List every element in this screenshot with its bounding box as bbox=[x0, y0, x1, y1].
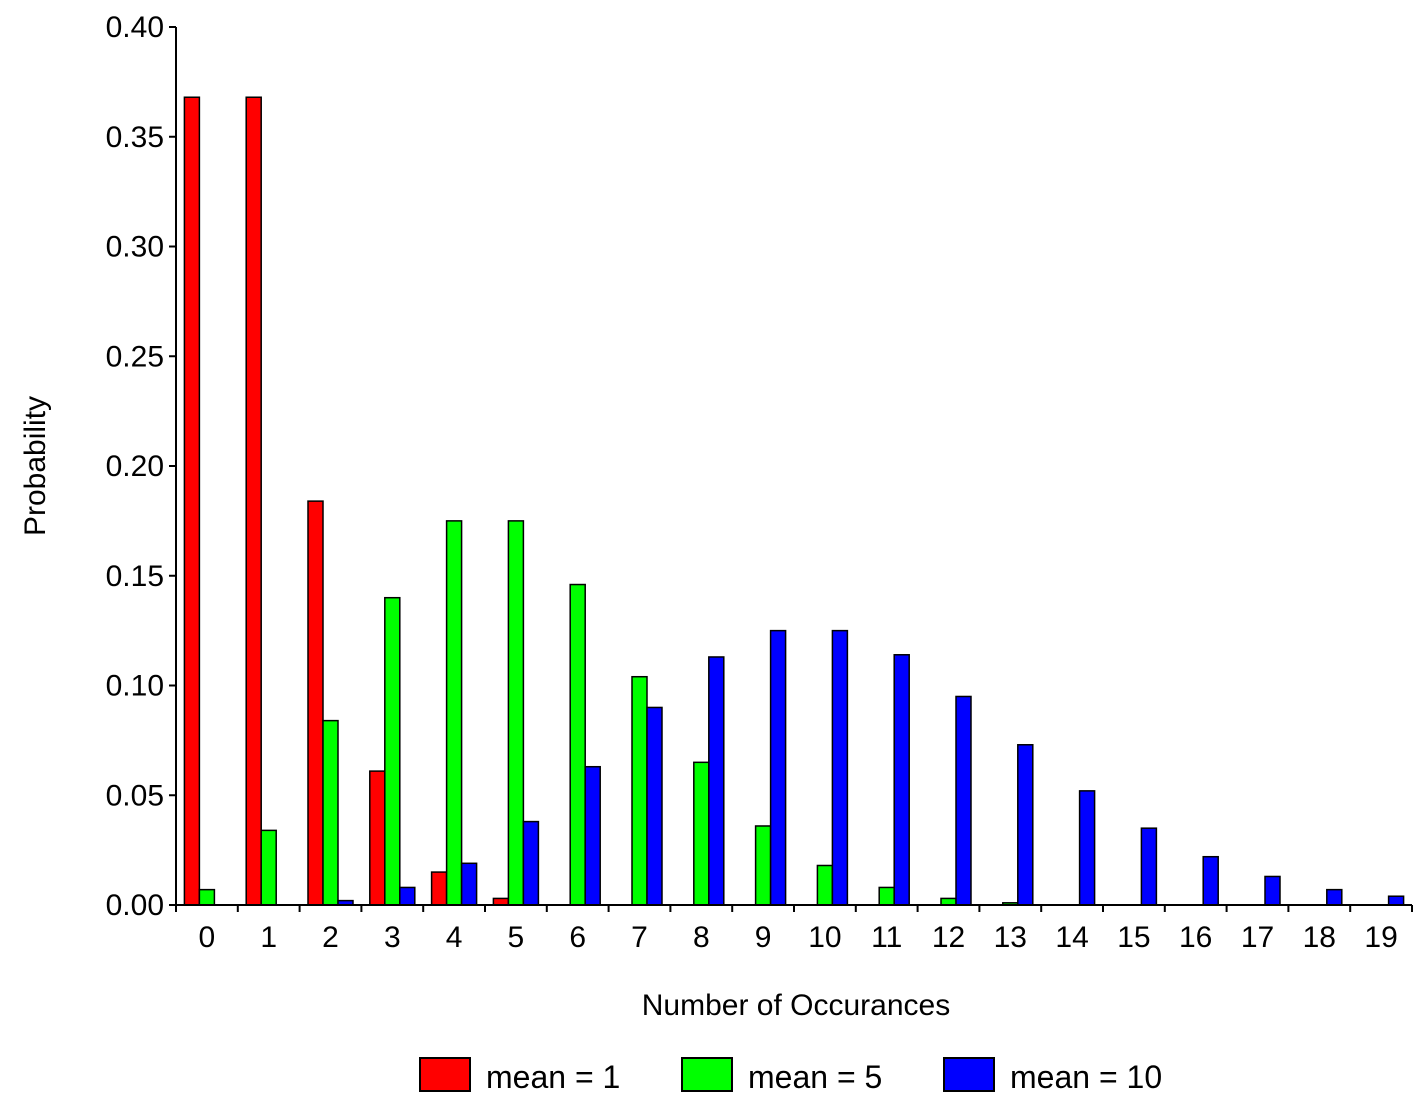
x-tick-label: 0 bbox=[199, 921, 216, 954]
bar bbox=[322, 719, 339, 906]
bar bbox=[260, 829, 277, 906]
legend-swatch bbox=[419, 1057, 471, 1092]
y-tick-label: 0.15 bbox=[106, 560, 164, 593]
x-tick-label: 2 bbox=[322, 921, 339, 954]
bar bbox=[399, 886, 416, 906]
y-tick-label: 0.30 bbox=[106, 231, 164, 264]
bar bbox=[831, 629, 849, 906]
bar bbox=[445, 520, 463, 906]
bar bbox=[1017, 744, 1034, 906]
y-tick-label: 0.25 bbox=[106, 340, 164, 373]
bar bbox=[1387, 895, 1405, 906]
y-axis-ticks: 0.00 0.05 0.10 0.15 0.20 0.25 0.30 0.35 0.40 bbox=[106, 11, 176, 922]
bar bbox=[569, 583, 586, 906]
bar bbox=[198, 888, 216, 906]
x-tick-label: 13 bbox=[994, 921, 1027, 954]
bar bbox=[1140, 827, 1158, 906]
bar bbox=[245, 96, 262, 906]
x-tick-label: 16 bbox=[1179, 921, 1212, 954]
x-tick-label: 8 bbox=[693, 921, 710, 954]
bar bbox=[584, 765, 601, 906]
bar bbox=[1202, 855, 1219, 906]
bar bbox=[183, 96, 201, 906]
x-tick-label: 15 bbox=[1117, 921, 1150, 954]
bar bbox=[507, 520, 525, 906]
plot-area bbox=[183, 96, 1405, 906]
x-tick-label: 7 bbox=[631, 921, 648, 954]
series-3 bbox=[337, 629, 1405, 906]
x-tick-label: 18 bbox=[1303, 921, 1336, 954]
bar bbox=[460, 862, 478, 906]
bar bbox=[1078, 790, 1096, 906]
series-2 bbox=[198, 520, 1019, 906]
x-tick-label: 12 bbox=[932, 921, 965, 954]
legend-label: mean = 10 bbox=[1010, 1059, 1162, 1095]
x-axis-ticks: 0 1 2 3 4 5 6 7 8 9 10 11 12 13 14 15 16 17 18 19 bbox=[175, 905, 1413, 954]
bar bbox=[754, 825, 772, 906]
bar bbox=[384, 596, 401, 906]
bar bbox=[693, 761, 710, 906]
x-tick-label: 19 bbox=[1364, 921, 1397, 954]
y-tick-label: 0.20 bbox=[106, 450, 164, 483]
bar bbox=[430, 871, 448, 906]
y-tick-label: 0.40 bbox=[106, 11, 164, 44]
bar bbox=[769, 629, 787, 906]
y-axis-title: Probability bbox=[19, 396, 52, 536]
legend-swatch bbox=[681, 1057, 733, 1092]
y-tick-label: 0.10 bbox=[106, 670, 164, 703]
bar bbox=[1326, 888, 1343, 906]
x-tick-label: 10 bbox=[808, 921, 841, 954]
bar bbox=[955, 695, 972, 906]
legend-item: mean = 5 bbox=[681, 1057, 882, 1095]
legend-swatch bbox=[943, 1057, 995, 1092]
x-tick-label: 6 bbox=[569, 921, 586, 954]
bar bbox=[893, 654, 910, 906]
x-tick-label: 17 bbox=[1241, 921, 1274, 954]
x-tick-label: 5 bbox=[508, 921, 525, 954]
y-tick-label: 0.00 bbox=[106, 889, 164, 922]
bar bbox=[369, 770, 386, 906]
x-tick-label: 9 bbox=[755, 921, 772, 954]
legend: mean = 1 mean = 5 mean = 10 bbox=[419, 1057, 1162, 1095]
bar bbox=[307, 500, 324, 906]
y-tick-label: 0.35 bbox=[106, 121, 164, 154]
x-axis-title: Number of Occurances bbox=[642, 989, 950, 1022]
legend-label: mean = 5 bbox=[748, 1059, 882, 1095]
legend-label: mean = 1 bbox=[486, 1059, 620, 1095]
y-tick-label: 0.05 bbox=[106, 779, 164, 812]
bar bbox=[646, 706, 663, 906]
bar bbox=[878, 886, 895, 906]
x-tick-label: 3 bbox=[384, 921, 401, 954]
bar bbox=[816, 864, 834, 906]
legend-item: mean = 10 bbox=[943, 1057, 1162, 1095]
legend-item: mean = 1 bbox=[419, 1057, 620, 1095]
bar bbox=[522, 820, 540, 906]
x-tick-label: 11 bbox=[871, 921, 902, 954]
bar bbox=[631, 675, 648, 906]
x-tick-label: 4 bbox=[446, 921, 463, 954]
x-tick-label: 1 bbox=[260, 921, 277, 954]
bar bbox=[1264, 875, 1281, 906]
x-tick-label: 14 bbox=[1055, 921, 1088, 954]
bar bbox=[708, 656, 725, 906]
